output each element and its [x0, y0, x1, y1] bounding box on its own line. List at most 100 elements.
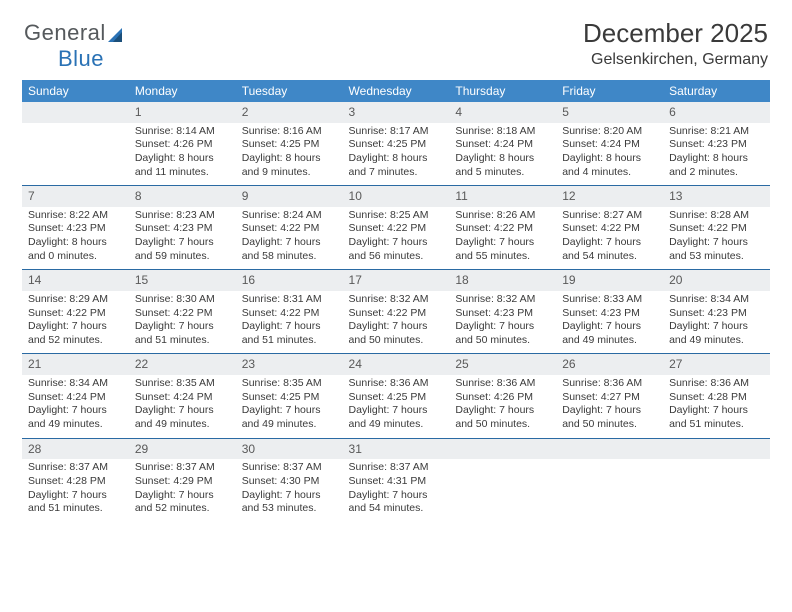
day-number: 30 [236, 438, 343, 459]
sunset-text: Sunset: 4:24 PM [455, 138, 550, 152]
day2-text: and 55 minutes. [455, 250, 550, 264]
day2-text: and 7 minutes. [349, 166, 444, 180]
content-row: Sunrise: 8:29 AMSunset: 4:22 PMDaylight:… [22, 291, 770, 354]
day-cell: Sunrise: 8:37 AMSunset: 4:28 PMDaylight:… [22, 459, 129, 522]
sunset-text: Sunset: 4:26 PM [455, 391, 550, 405]
day1-text: Daylight: 8 hours [349, 152, 444, 166]
day-cell: Sunrise: 8:33 AMSunset: 4:23 PMDaylight:… [556, 291, 663, 354]
day-number: 6 [663, 102, 770, 123]
day1-text: Daylight: 7 hours [349, 236, 444, 250]
day-cell: Sunrise: 8:37 AMSunset: 4:31 PMDaylight:… [343, 459, 450, 522]
day-cell: Sunrise: 8:37 AMSunset: 4:30 PMDaylight:… [236, 459, 343, 522]
sunrise-text: Sunrise: 8:24 AM [242, 209, 337, 223]
sunrise-text: Sunrise: 8:14 AM [135, 125, 230, 139]
day-number: 15 [129, 270, 236, 291]
day1-text: Daylight: 7 hours [28, 489, 123, 503]
day-cell: Sunrise: 8:17 AMSunset: 4:25 PMDaylight:… [343, 123, 450, 186]
day-cell: Sunrise: 8:25 AMSunset: 4:22 PMDaylight:… [343, 207, 450, 270]
day2-text: and 51 minutes. [669, 418, 764, 432]
day-cell: Sunrise: 8:30 AMSunset: 4:22 PMDaylight:… [129, 291, 236, 354]
day1-text: Daylight: 8 hours [28, 236, 123, 250]
daynum-row: 78910111213 [22, 186, 770, 207]
day2-text: and 51 minutes. [28, 502, 123, 516]
day-number: 9 [236, 186, 343, 207]
day1-text: Daylight: 7 hours [562, 404, 657, 418]
sunset-text: Sunset: 4:25 PM [349, 391, 444, 405]
sunrise-text: Sunrise: 8:34 AM [28, 377, 123, 391]
day-cell: Sunrise: 8:21 AMSunset: 4:23 PMDaylight:… [663, 123, 770, 186]
day1-text: Daylight: 7 hours [135, 320, 230, 334]
sunset-text: Sunset: 4:31 PM [349, 475, 444, 489]
content-row: Sunrise: 8:37 AMSunset: 4:28 PMDaylight:… [22, 459, 770, 522]
sunset-text: Sunset: 4:29 PM [135, 475, 230, 489]
day1-text: Daylight: 8 hours [562, 152, 657, 166]
day-cell: Sunrise: 8:26 AMSunset: 4:22 PMDaylight:… [449, 207, 556, 270]
calendar-table: Sunday Monday Tuesday Wednesday Thursday… [22, 80, 770, 522]
day1-text: Daylight: 7 hours [135, 489, 230, 503]
day2-text: and 52 minutes. [135, 502, 230, 516]
sunset-text: Sunset: 4:22 PM [242, 307, 337, 321]
sunset-text: Sunset: 4:23 PM [669, 307, 764, 321]
day1-text: Daylight: 8 hours [135, 152, 230, 166]
sunset-text: Sunset: 4:25 PM [242, 138, 337, 152]
sunrise-text: Sunrise: 8:20 AM [562, 125, 657, 139]
day-cell: Sunrise: 8:18 AMSunset: 4:24 PMDaylight:… [449, 123, 556, 186]
day-number [22, 102, 129, 123]
day-number: 14 [22, 270, 129, 291]
day-number: 24 [343, 354, 450, 375]
content-row: Sunrise: 8:22 AMSunset: 4:23 PMDaylight:… [22, 207, 770, 270]
day2-text: and 49 minutes. [562, 334, 657, 348]
day1-text: Daylight: 7 hours [28, 404, 123, 418]
day2-text: and 53 minutes. [669, 250, 764, 264]
day2-text: and 50 minutes. [562, 418, 657, 432]
logo: General Blue [24, 20, 126, 72]
day-number: 2 [236, 102, 343, 123]
sunrise-text: Sunrise: 8:18 AM [455, 125, 550, 139]
sunrise-text: Sunrise: 8:37 AM [135, 461, 230, 475]
sunrise-text: Sunrise: 8:30 AM [135, 293, 230, 307]
day1-text: Daylight: 7 hours [135, 236, 230, 250]
day2-text: and 56 minutes. [349, 250, 444, 264]
day2-text: and 11 minutes. [135, 166, 230, 180]
day-header-row: Sunday Monday Tuesday Wednesday Thursday… [22, 80, 770, 102]
day-cell: Sunrise: 8:14 AMSunset: 4:26 PMDaylight:… [129, 123, 236, 186]
sunrise-text: Sunrise: 8:26 AM [455, 209, 550, 223]
day-number: 7 [22, 186, 129, 207]
sunrise-text: Sunrise: 8:33 AM [562, 293, 657, 307]
day1-text: Daylight: 7 hours [135, 404, 230, 418]
day-cell: Sunrise: 8:37 AMSunset: 4:29 PMDaylight:… [129, 459, 236, 522]
day-cell [663, 459, 770, 522]
day2-text: and 50 minutes. [455, 418, 550, 432]
day-number: 19 [556, 270, 663, 291]
day-number: 26 [556, 354, 663, 375]
day-cell [22, 123, 129, 186]
content-row: Sunrise: 8:34 AMSunset: 4:24 PMDaylight:… [22, 375, 770, 438]
day2-text: and 51 minutes. [135, 334, 230, 348]
day1-text: Daylight: 7 hours [455, 320, 550, 334]
sunrise-text: Sunrise: 8:37 AM [28, 461, 123, 475]
sunrise-text: Sunrise: 8:37 AM [349, 461, 444, 475]
day-number: 23 [236, 354, 343, 375]
col-thursday: Thursday [449, 80, 556, 102]
col-tuesday: Tuesday [236, 80, 343, 102]
sunset-text: Sunset: 4:24 PM [28, 391, 123, 405]
sunset-text: Sunset: 4:24 PM [562, 138, 657, 152]
page-root: General Blue December 2025 Gelsenkirchen… [0, 0, 792, 612]
daynum-row: 14151617181920 [22, 270, 770, 291]
day1-text: Daylight: 7 hours [669, 404, 764, 418]
day-number: 10 [343, 186, 450, 207]
sunset-text: Sunset: 4:22 PM [135, 307, 230, 321]
daynum-row: 28293031 [22, 438, 770, 459]
calendar-body: 123456Sunrise: 8:14 AMSunset: 4:26 PMDay… [22, 102, 770, 522]
sunrise-text: Sunrise: 8:23 AM [135, 209, 230, 223]
day2-text: and 49 minutes. [669, 334, 764, 348]
day2-text: and 53 minutes. [242, 502, 337, 516]
sunrise-text: Sunrise: 8:37 AM [242, 461, 337, 475]
day-number: 25 [449, 354, 556, 375]
day-cell: Sunrise: 8:24 AMSunset: 4:22 PMDaylight:… [236, 207, 343, 270]
day1-text: Daylight: 7 hours [242, 489, 337, 503]
day1-text: Daylight: 7 hours [562, 236, 657, 250]
sunrise-text: Sunrise: 8:22 AM [28, 209, 123, 223]
day1-text: Daylight: 7 hours [562, 320, 657, 334]
title-block: December 2025 Gelsenkirchen, Germany [583, 18, 768, 69]
